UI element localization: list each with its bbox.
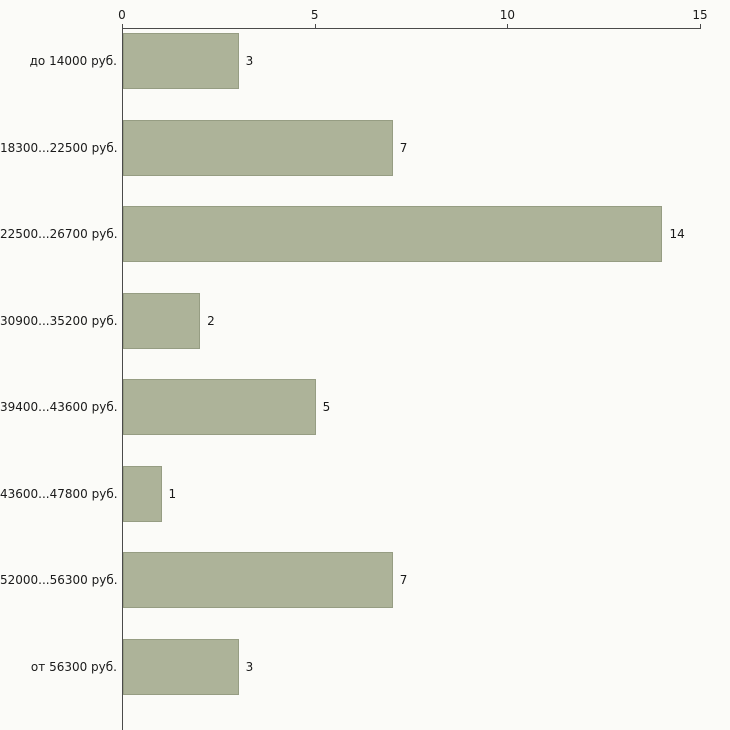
bar	[123, 119, 393, 176]
bar	[123, 379, 316, 435]
x-tick-label: 10	[499, 8, 515, 22]
bar	[123, 552, 393, 608]
category-label: 30900...35200 руб.	[0, 313, 118, 328]
category-label: до 14000 руб.	[29, 54, 117, 68]
category-label: от 56300 руб.	[30, 659, 117, 674]
category-label: 22500...26700 руб.	[0, 227, 118, 241]
bar-value-label: 14	[669, 227, 685, 241]
y-axis-line	[122, 28, 123, 730]
bar-row: до 14000 руб. 3	[0, 28, 730, 115]
bar-value-label: 1	[168, 486, 177, 501]
x-tick-mark	[314, 24, 316, 28]
bar	[123, 206, 663, 262]
bar	[123, 638, 239, 695]
x-axis-line	[122, 28, 701, 29]
bar-value-label: 7	[399, 140, 408, 155]
bar-row: 39400...43600 руб. 5	[0, 374, 730, 461]
bar-row: 22500...26700 руб. 14	[0, 201, 730, 288]
x-tick-mark	[122, 24, 123, 28]
bar	[123, 465, 162, 522]
category-label: 52000...56300 руб.	[0, 573, 118, 587]
bar	[123, 33, 239, 89]
bar-row: 30900...35200 руб. 2	[0, 288, 730, 375]
x-tick-mark	[700, 24, 701, 28]
category-label: 18300...22500 руб.	[0, 140, 118, 155]
bar-row: 52000...56300 руб. 7	[0, 547, 730, 634]
x-tick-label: 15	[692, 8, 708, 22]
category-label: 43600...47800 руб.	[0, 486, 118, 501]
bar-value-label: 2	[207, 313, 215, 328]
bar-row: 43600...47800 руб. 1	[0, 461, 730, 548]
category-label: 39400...43600 руб.	[0, 400, 118, 414]
x-tick-label: 5	[310, 8, 319, 22]
bar-value-label: 3	[245, 659, 254, 674]
x-tick-label: 0	[118, 8, 126, 22]
bar-value-label: 3	[245, 54, 254, 68]
bar	[123, 292, 201, 349]
x-tick-mark	[507, 24, 509, 28]
bar-row: 18300...22500 руб. 7	[0, 115, 730, 202]
bar-value-label: 7	[399, 573, 408, 587]
bar-row: от 56300 руб. 3	[0, 634, 730, 721]
bar-value-label: 5	[322, 400, 331, 414]
